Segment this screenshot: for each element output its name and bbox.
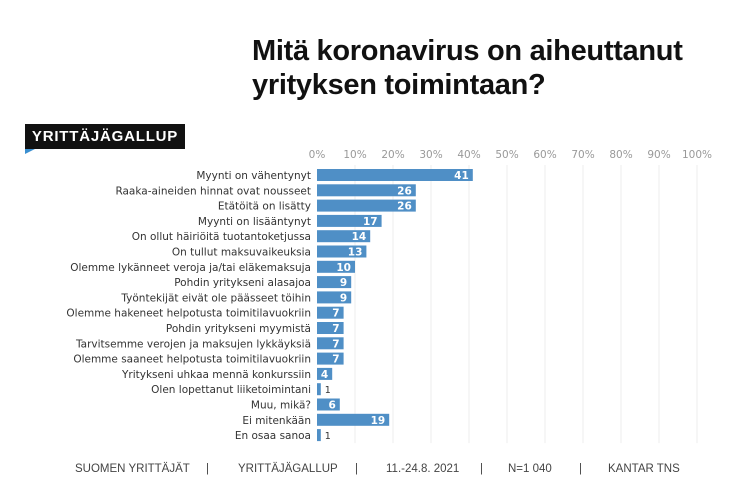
data-label: 7 [332,354,339,366]
data-label: 17 [363,216,378,228]
bar [317,260,355,273]
category-label: Yritykseni uhkaa mennä konkurssiin [121,369,311,381]
footer-item: 11.-24.8. 2021 [386,463,460,475]
x-tick-label: 10% [343,149,366,161]
category-label: Raaka-aineiden hinnat ovat nousseet [115,185,311,197]
x-tick-label: 100% [682,149,712,161]
bar [317,352,344,365]
x-tick-label: 20% [381,149,404,161]
logo-corner-accent [25,149,35,154]
category-label: Pohdin yritykseni alasajoa [174,277,311,289]
footer-item: SUOMEN YRITTÄJÄT [75,463,190,475]
data-label: 10 [336,262,351,274]
chart-title: Mitä koronavirus on aiheuttanut yritykse… [252,34,683,102]
bar [317,199,416,212]
data-label: 7 [332,323,339,335]
data-label: 14 [352,231,367,243]
bar [317,429,321,442]
data-label: 1 [325,431,331,442]
category-label: Pohdin yritykseni myymistä [166,323,311,335]
data-label: 7 [332,338,339,350]
category-label: Olemme hakeneet helpotusta toimitilavuok… [66,308,311,320]
category-label: En osaa sanoa [235,430,311,442]
category-label: Muu, mikä? [251,400,311,412]
bar-chart: 0% 10% 20% 30% 40% 50% 60% 70% 80% 90% 100% Myynti … [66,149,712,444]
data-label: 13 [348,247,363,259]
data-label: 26 [397,201,412,213]
x-tick-label: 50% [495,149,518,161]
bar [317,367,333,380]
footer-separator: | [206,463,209,475]
x-tick-label: 90% [647,149,670,161]
bar [317,383,321,396]
x-tick-label: 0% [309,149,326,161]
x-tick-label: 40% [457,149,480,161]
bar [317,245,367,258]
category-label: On tullut maksuvaikeuksia [172,247,311,259]
data-label: 7 [332,308,339,320]
bar [317,413,390,426]
footer-item: N=1 040 [508,463,552,475]
footer-separator: | [355,463,358,475]
footer-item: YRITTÄJÄGALLUP [238,463,338,475]
data-label: 26 [397,185,412,197]
category-label: Olemme lykänneet veroja ja/tai eläkemaks… [70,262,311,274]
data-label: 4 [321,369,328,381]
bar [317,184,416,197]
title-line-2: yrityksen toimintaan? [252,69,546,101]
x-tick-label: 60% [533,149,556,161]
x-tick-label: 30% [419,149,442,161]
bar [317,337,344,350]
footer-separator: | [579,463,582,475]
bar [317,398,340,411]
data-label: 1 [325,385,331,396]
category-label: Myynti on lisääntynyt [198,216,311,228]
category-label: Ei mitenkään [242,415,311,427]
bar [317,322,344,334]
bar [317,169,473,181]
bar [317,291,352,304]
bar [317,230,371,243]
footer-separator: | [480,463,483,475]
yrittajagallup-logo: YRITTÄJÄGALLUP [25,124,185,149]
footer-item: KANTAR TNS [608,463,680,475]
bar [317,306,344,319]
category-label: Työntekijät eivät ole päässeet töihin [120,292,311,304]
category-label: Tarvitsemme verojen ja maksujen lykkäyks… [75,338,311,350]
category-label: Etätöitä on lisätty [218,201,311,213]
data-label: 19 [371,415,386,427]
x-tick-label: 70% [571,149,594,161]
category-label: Olen lopettanut liiketoimintani [151,384,311,396]
category-label: Myynti on vähentynyt [196,170,311,182]
x-tick-label: 80% [609,149,632,161]
title-line-1: Mitä koronavirus on aiheuttanut [252,35,683,67]
category-label: On ollut häiriöitä tuotantoketjussa [132,231,311,243]
bar [317,276,352,289]
data-label: 41 [454,170,469,182]
data-label: 6 [328,400,335,412]
bar [317,214,382,227]
data-label: 9 [340,292,347,304]
data-label: 9 [340,277,347,289]
category-label: Olemme saaneet helpotusta toimitilavuokr… [73,354,311,366]
